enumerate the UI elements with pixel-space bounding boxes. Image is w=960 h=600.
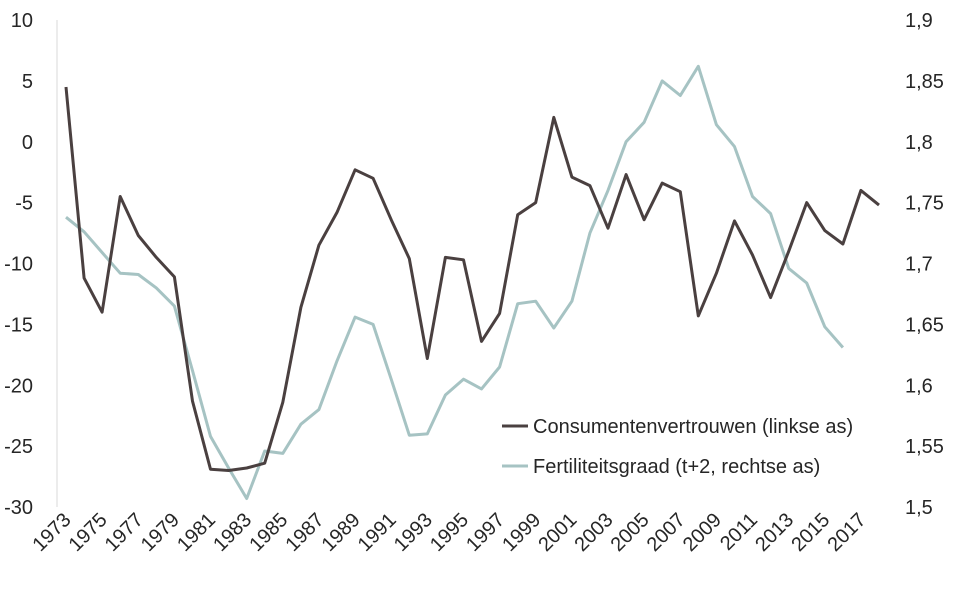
x-tick-label: 1977 <box>101 509 148 556</box>
right-tick-label: 1,85 <box>905 71 944 93</box>
series-line-fertiliteitsgraad <box>65 64 845 500</box>
x-tick-label: 2013 <box>751 509 798 556</box>
x-tick-label: 1991 <box>354 509 401 556</box>
x-tick-label: 1981 <box>173 509 220 556</box>
right-tick-label: 1,75 <box>905 193 944 215</box>
right-tick-label: 1,6 <box>905 375 933 397</box>
x-tick-label: 1983 <box>209 509 256 556</box>
legend: Consumentenvertrouwen (linkse as) Fertil… <box>502 416 853 478</box>
right-tick-label: 1,8 <box>905 132 933 154</box>
left-tick-label: -10 <box>4 254 33 276</box>
left-tick-label: -5 <box>15 193 33 215</box>
left-tick-label: -20 <box>4 375 33 397</box>
x-tick-label: 2009 <box>679 509 726 556</box>
right-tick-label: 1,65 <box>905 314 944 336</box>
x-tick-label: 2007 <box>643 509 690 556</box>
x-tick-label: 1975 <box>65 509 112 556</box>
left-tick-label: -30 <box>4 497 33 519</box>
left-tick-label: -15 <box>4 314 33 336</box>
left-tick-label: 0 <box>22 132 33 154</box>
right-axis-tick-labels: 1,5 1,55 1,6 1,65 1,7 1,75 1,8 1,85 1,9 <box>905 10 944 519</box>
series-line-consumentenvertrouwen <box>64 86 880 472</box>
right-tick-label: 1,55 <box>905 436 944 458</box>
right-tick-label: 1,9 <box>905 10 933 32</box>
x-tick-label: 2011 <box>716 509 762 555</box>
x-tick-label: 1979 <box>137 509 184 556</box>
x-tick-label: 2005 <box>607 509 654 556</box>
legend-label-fertiliteitsgraad: Fertiliteitsgraad (t+2, rechtse as) <box>533 456 820 478</box>
x-tick-label: 2001 <box>534 509 581 556</box>
left-axis-tick-labels: -30 -25 -20 -15 -10 -5 0 5 10 <box>4 10 33 519</box>
right-tick-label: 1,5 <box>905 497 933 519</box>
x-tick-label: 1987 <box>281 509 328 556</box>
series-lines <box>64 64 880 500</box>
x-tick-label: 1989 <box>318 509 365 556</box>
right-tick-label: 1,7 <box>905 254 933 276</box>
x-tick-label: 2017 <box>823 509 870 556</box>
x-tick-label: 1997 <box>462 509 509 556</box>
left-tick-label: 5 <box>22 71 33 93</box>
left-tick-label: -25 <box>4 436 33 458</box>
x-tick-label: 1995 <box>426 509 473 556</box>
x-axis-tick-labels: 1973197519771979198119831985198719891991… <box>29 509 871 556</box>
x-tick-label: 1999 <box>498 509 545 556</box>
x-tick-label: 1985 <box>245 509 292 556</box>
x-tick-label: 1973 <box>29 509 76 556</box>
legend-label-consumentenvertrouwen: Consumentenvertrouwen (linkse as) <box>533 416 853 438</box>
x-tick-label: 2003 <box>571 509 618 556</box>
x-tick-label: 2015 <box>787 509 834 556</box>
x-tick-label: 1993 <box>390 509 437 556</box>
left-tick-label: 10 <box>11 10 33 32</box>
